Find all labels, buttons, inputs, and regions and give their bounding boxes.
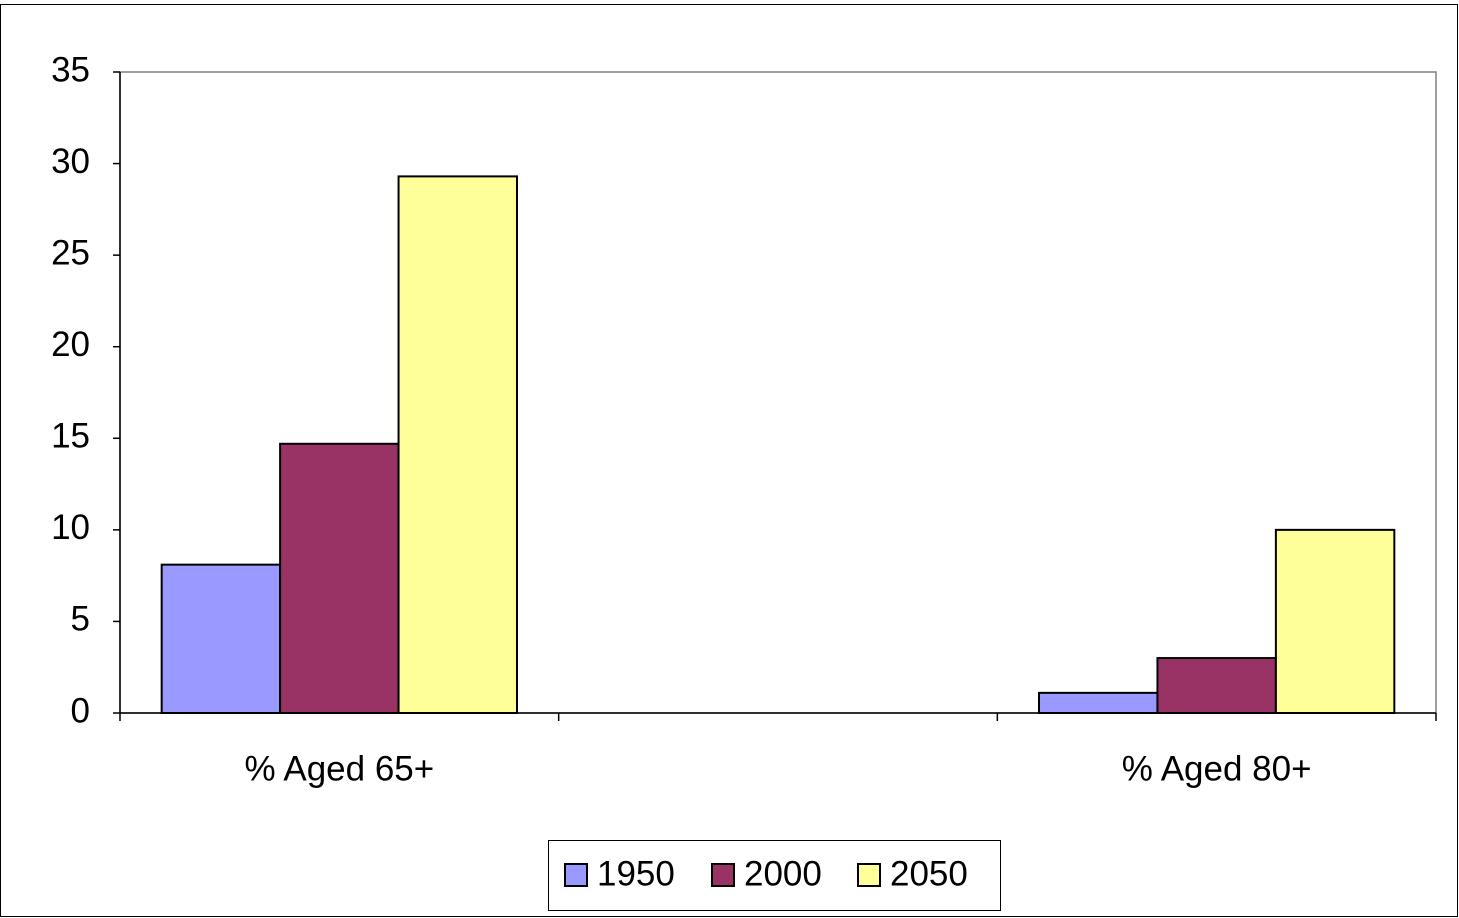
- legend-swatch: [564, 863, 588, 887]
- legend-label: 1950: [597, 854, 675, 893]
- bar: [1274, 528, 1396, 714]
- legend-label: 2050: [890, 854, 968, 893]
- legend-label: 2000: [744, 854, 822, 893]
- y-tick-label: 20: [51, 325, 90, 364]
- bar: [160, 563, 282, 715]
- legend-swatch: [857, 863, 881, 887]
- chart-frame: [0, 4, 1458, 917]
- y-tick-label: 10: [51, 508, 90, 547]
- y-tick-label: 5: [71, 600, 90, 639]
- bar: [279, 442, 400, 714]
- y-tick-label: 0: [71, 691, 90, 730]
- bar: [1038, 691, 1159, 715]
- y-tick-label: 30: [51, 142, 90, 181]
- y-tick-label: 15: [51, 417, 90, 456]
- bar: [1156, 657, 1277, 714]
- y-tick-label: 35: [51, 50, 90, 89]
- x-tick-label: % Aged 65+: [244, 749, 434, 788]
- y-tick-label: 25: [51, 233, 90, 272]
- bar: [397, 175, 518, 715]
- x-tick-label: % Aged 80+: [1122, 749, 1312, 788]
- legend-box: [548, 840, 1001, 911]
- legend-swatch: [711, 863, 735, 887]
